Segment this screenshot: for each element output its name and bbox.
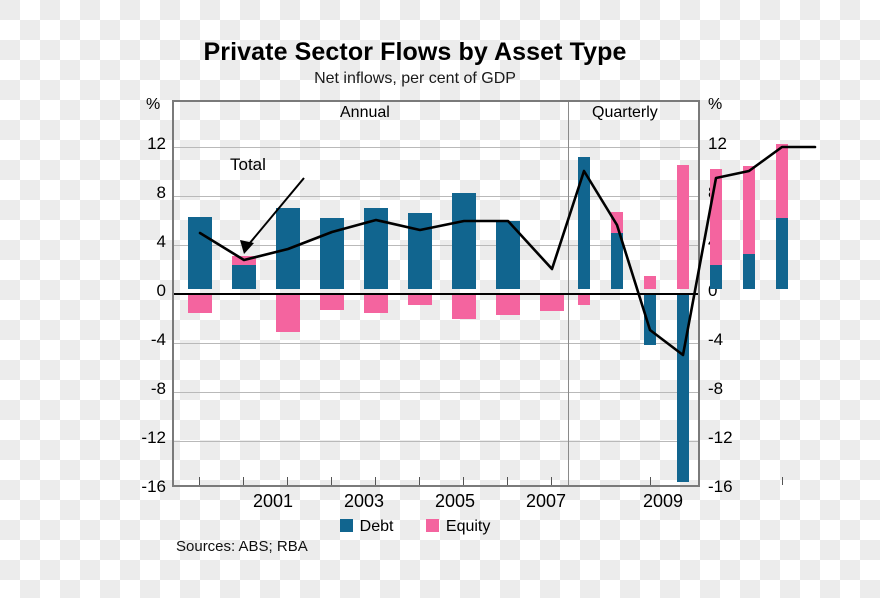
- total-line: [198, 145, 817, 357]
- chart-title: Private Sector Flows by Asset Type: [203, 38, 627, 66]
- legend-item-debt: Debt: [339, 518, 394, 536]
- x-tick: [199, 477, 200, 485]
- bar-equity: [611, 212, 623, 233]
- y-tick-label-right-12: 12: [708, 134, 727, 153]
- y-tick-label-8: 8: [156, 183, 166, 202]
- y-tick-label-4: 4: [156, 232, 166, 251]
- x-tick: [463, 477, 464, 485]
- y-tick-label-neg8: -8: [150, 379, 166, 398]
- y-tick-label-neg4: -4: [150, 330, 166, 349]
- bar-equity: [276, 295, 300, 332]
- section-label-quarterly: Quarterly: [592, 104, 658, 121]
- x-tick-label-2003: 2003: [343, 491, 385, 511]
- x-tick-label-2009: 2009: [642, 491, 684, 511]
- x-tick: [287, 477, 288, 485]
- y-tick-label-right-neg12: -12: [708, 428, 733, 447]
- y-tick-label-12: 12: [147, 134, 166, 153]
- gridline-neg8: [174, 392, 698, 393]
- x-tick: [650, 477, 651, 485]
- chart-legend: Debt Equity: [0, 518, 830, 536]
- x-tick: [331, 477, 332, 485]
- x-tick: [782, 477, 783, 485]
- bar-equity: [452, 295, 476, 319]
- y-tick-label-0: 0: [156, 281, 166, 300]
- zero-line: [174, 293, 698, 295]
- bar-debt: [578, 157, 590, 289]
- x-tick: [243, 477, 244, 485]
- chart-subtitle: Net inflows, per cent of GDP: [314, 70, 516, 87]
- legend-label-equity: Equity: [445, 518, 491, 535]
- gridline-neg12: [174, 441, 698, 442]
- bar-equity: [408, 295, 432, 305]
- bar-debt: [743, 254, 755, 289]
- x-tick-label-2005: 2005: [434, 491, 476, 511]
- x-tick: [419, 477, 420, 485]
- x-tick-label-2007: 2007: [525, 491, 567, 511]
- bar-equity: [677, 165, 689, 289]
- bar-equity: [496, 295, 520, 315]
- y-axis-unit-right: %: [708, 96, 723, 113]
- total-annotation-label: Total: [230, 155, 266, 174]
- x-tick: [551, 477, 552, 485]
- total-annotation-arrow: [240, 177, 305, 254]
- gridline-12: [174, 147, 698, 148]
- bar-debt: [452, 193, 476, 289]
- bar-debt: [232, 265, 256, 289]
- y-tick-label-neg16: -16: [141, 477, 166, 496]
- y-tick-label-neg12: -12: [141, 428, 166, 447]
- plot-area: [172, 100, 817, 487]
- bar-equity: [644, 276, 656, 289]
- bar-equity: [188, 295, 212, 313]
- bar-equity: [320, 295, 344, 310]
- bar-equity: [364, 295, 388, 313]
- bar-equity: [776, 144, 788, 218]
- section-label-annual: Annual: [340, 104, 390, 121]
- y-axis-unit-left: %: [146, 96, 161, 113]
- sources-note: Sources: ABS; RBA: [176, 538, 308, 555]
- legend-item-equity: Equity: [425, 518, 491, 536]
- x-tick-label-2001: 2001: [252, 491, 294, 511]
- bar-equity: [578, 295, 590, 305]
- bar-equity: [540, 295, 564, 311]
- y-tick-label-right-0: 0: [708, 281, 718, 300]
- y-tick-label-right-neg16: -16: [708, 477, 733, 496]
- x-tick: [375, 477, 376, 485]
- legend-swatch-debt: [339, 519, 353, 532]
- y-tick-label-right-neg4: -4: [708, 330, 724, 349]
- x-tick: [507, 477, 508, 485]
- bar-debt: [710, 265, 722, 289]
- bar-debt: [611, 233, 623, 289]
- y-tick-label-right-neg8: -8: [708, 379, 724, 398]
- gridline-4: [174, 245, 698, 246]
- legend-swatch-equity: [425, 519, 439, 532]
- bar-debt: [408, 213, 432, 289]
- legend-label-debt: Debt: [359, 518, 394, 535]
- gridline-neg4: [174, 343, 698, 344]
- gridline-8: [174, 196, 698, 197]
- bar-debt: [776, 218, 788, 289]
- bar-debt: [188, 217, 212, 289]
- bar-equity: [743, 166, 755, 254]
- bar-debt: [496, 221, 520, 289]
